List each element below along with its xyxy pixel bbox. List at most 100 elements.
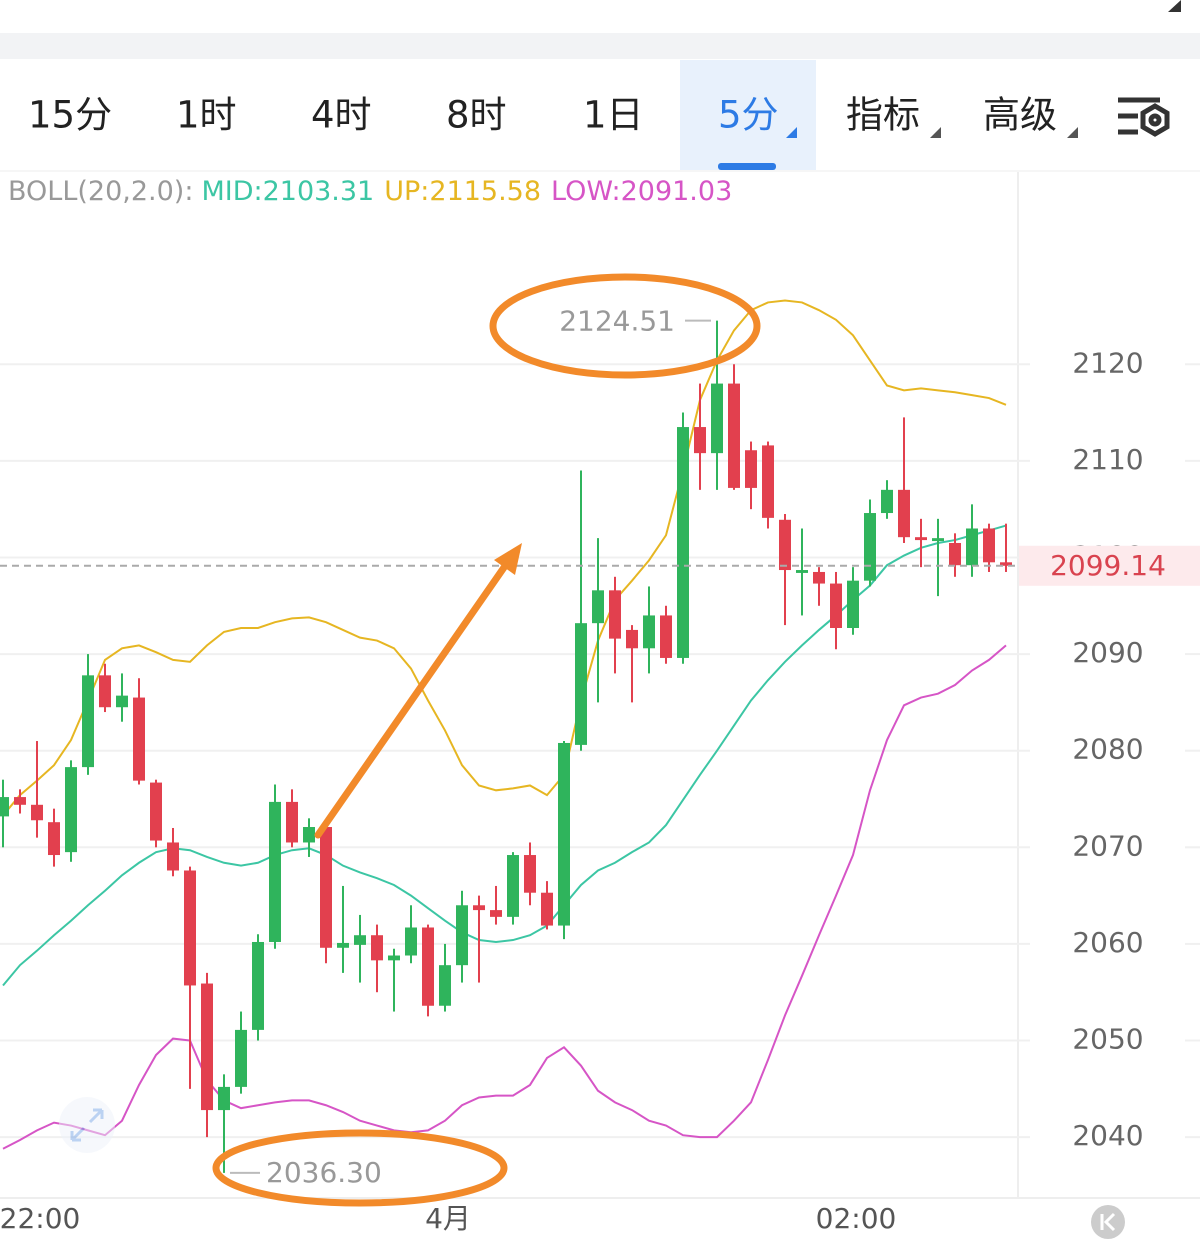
candle-body xyxy=(507,855,519,917)
tab[interactable]: 15分 xyxy=(28,94,112,137)
tab[interactable]: 指标 xyxy=(846,94,920,137)
candle-body xyxy=(694,427,706,454)
highlight-ellipse xyxy=(489,273,761,379)
arrow xyxy=(314,562,509,839)
candle-body xyxy=(813,571,825,584)
candle-body xyxy=(796,570,808,573)
y-tick-label: 2040 xyxy=(1072,1119,1143,1152)
y-tick-label: 2080 xyxy=(1072,733,1143,766)
last-price-label: 2099.14 xyxy=(1050,549,1166,582)
candle-body xyxy=(983,528,995,563)
active-tab-underline xyxy=(718,163,776,170)
candle-body xyxy=(133,697,145,781)
candle-body xyxy=(422,927,434,1006)
candle-body xyxy=(915,537,927,541)
candle-body xyxy=(405,927,417,956)
candle-body xyxy=(235,1029,247,1087)
corner-icon xyxy=(1168,0,1181,12)
candle-body xyxy=(1000,562,1012,566)
candle-body xyxy=(490,910,502,917)
candle-body xyxy=(150,782,162,841)
candle-body xyxy=(592,590,604,624)
candle-body xyxy=(252,941,264,1030)
candle-body xyxy=(609,590,621,639)
candle-body xyxy=(932,538,944,542)
annotations xyxy=(212,273,761,1207)
candle-body xyxy=(643,615,655,649)
reset-icon[interactable] xyxy=(1091,1205,1125,1239)
candle-body xyxy=(184,870,196,986)
candle-body xyxy=(541,892,553,926)
candle-body xyxy=(949,542,961,566)
y-tick-label: 2070 xyxy=(1072,829,1143,862)
candle-body xyxy=(167,842,179,871)
last-price-bg xyxy=(1019,545,1200,586)
top-strip xyxy=(0,33,1200,59)
candle-body xyxy=(82,675,94,768)
candle-body xyxy=(354,935,366,945)
candle-body xyxy=(745,450,757,488)
y-tick-label: 2050 xyxy=(1072,1023,1143,1056)
candle-body xyxy=(966,528,978,566)
tab[interactable]: 1日 xyxy=(583,94,644,137)
candle-body xyxy=(286,801,298,843)
max-label: 2124.51 xyxy=(559,305,675,338)
candle-body xyxy=(0,797,9,817)
candle-body xyxy=(201,983,213,1111)
candle-body xyxy=(456,905,468,966)
candle-body xyxy=(558,742,570,926)
settings-icon[interactable] xyxy=(1118,97,1170,137)
candle-body xyxy=(99,675,111,708)
y-tick-label: 2110 xyxy=(1072,443,1143,476)
candle-body xyxy=(218,1086,230,1111)
tab-active[interactable]: 5分 xyxy=(718,94,779,137)
candle-body xyxy=(898,489,910,538)
arrow-head xyxy=(494,543,522,575)
zoom-icon[interactable] xyxy=(59,1097,115,1153)
y-tick-label: 2060 xyxy=(1072,926,1143,959)
candle-body xyxy=(269,801,281,942)
plot: 20402050206020702080209021002110212022:0… xyxy=(0,299,1200,1235)
candle-body xyxy=(864,513,876,581)
candle-body xyxy=(779,519,791,571)
boll-line xyxy=(2,644,1007,1150)
candle-body xyxy=(65,767,77,853)
tab[interactable]: 高级 xyxy=(983,94,1057,137)
y-tick-label: 2090 xyxy=(1072,636,1143,669)
indicator-label: BOLL(20,2.0): xyxy=(8,176,193,207)
candle-body xyxy=(847,580,859,628)
candle-body xyxy=(388,955,400,961)
candle-body xyxy=(626,629,638,649)
candle-body xyxy=(48,822,60,856)
candle-body xyxy=(371,935,383,961)
tab[interactable]: 8时 xyxy=(446,94,507,137)
candle-body xyxy=(473,905,485,911)
y-tick-label: 2120 xyxy=(1072,346,1143,379)
tab[interactable]: 4时 xyxy=(311,94,372,137)
legend-entry: LOW:2091.03 xyxy=(551,176,732,207)
indicator-legend: BOLL(20,2.0): MID:2103.31 UP:2115.58 LOW:20… xyxy=(8,176,732,207)
candle-body xyxy=(830,583,842,628)
candle-body xyxy=(439,965,451,1006)
candle-body xyxy=(762,445,774,518)
candle-body xyxy=(116,695,128,708)
candle-body xyxy=(711,383,723,454)
dropdown-icon xyxy=(1067,127,1078,138)
boll-line xyxy=(2,299,1007,817)
tab[interactable]: 1时 xyxy=(176,94,237,137)
candle-body xyxy=(524,855,536,893)
legend-entry: UP:2115.58 xyxy=(384,176,541,207)
candle-body xyxy=(677,427,689,658)
x-tick-label: 02:00 xyxy=(816,1202,897,1235)
dropdown-icon xyxy=(930,127,941,138)
active-tab-bg xyxy=(680,60,816,170)
highlight-ellipse xyxy=(212,1129,508,1207)
candle-body xyxy=(31,804,43,821)
candle-body xyxy=(575,623,587,745)
candle-body xyxy=(337,942,349,948)
min-label: 2036.30 xyxy=(266,1156,382,1189)
candle-body xyxy=(14,797,26,805)
x-tick-label: 4月 xyxy=(425,1202,471,1235)
candle-body xyxy=(728,383,740,488)
